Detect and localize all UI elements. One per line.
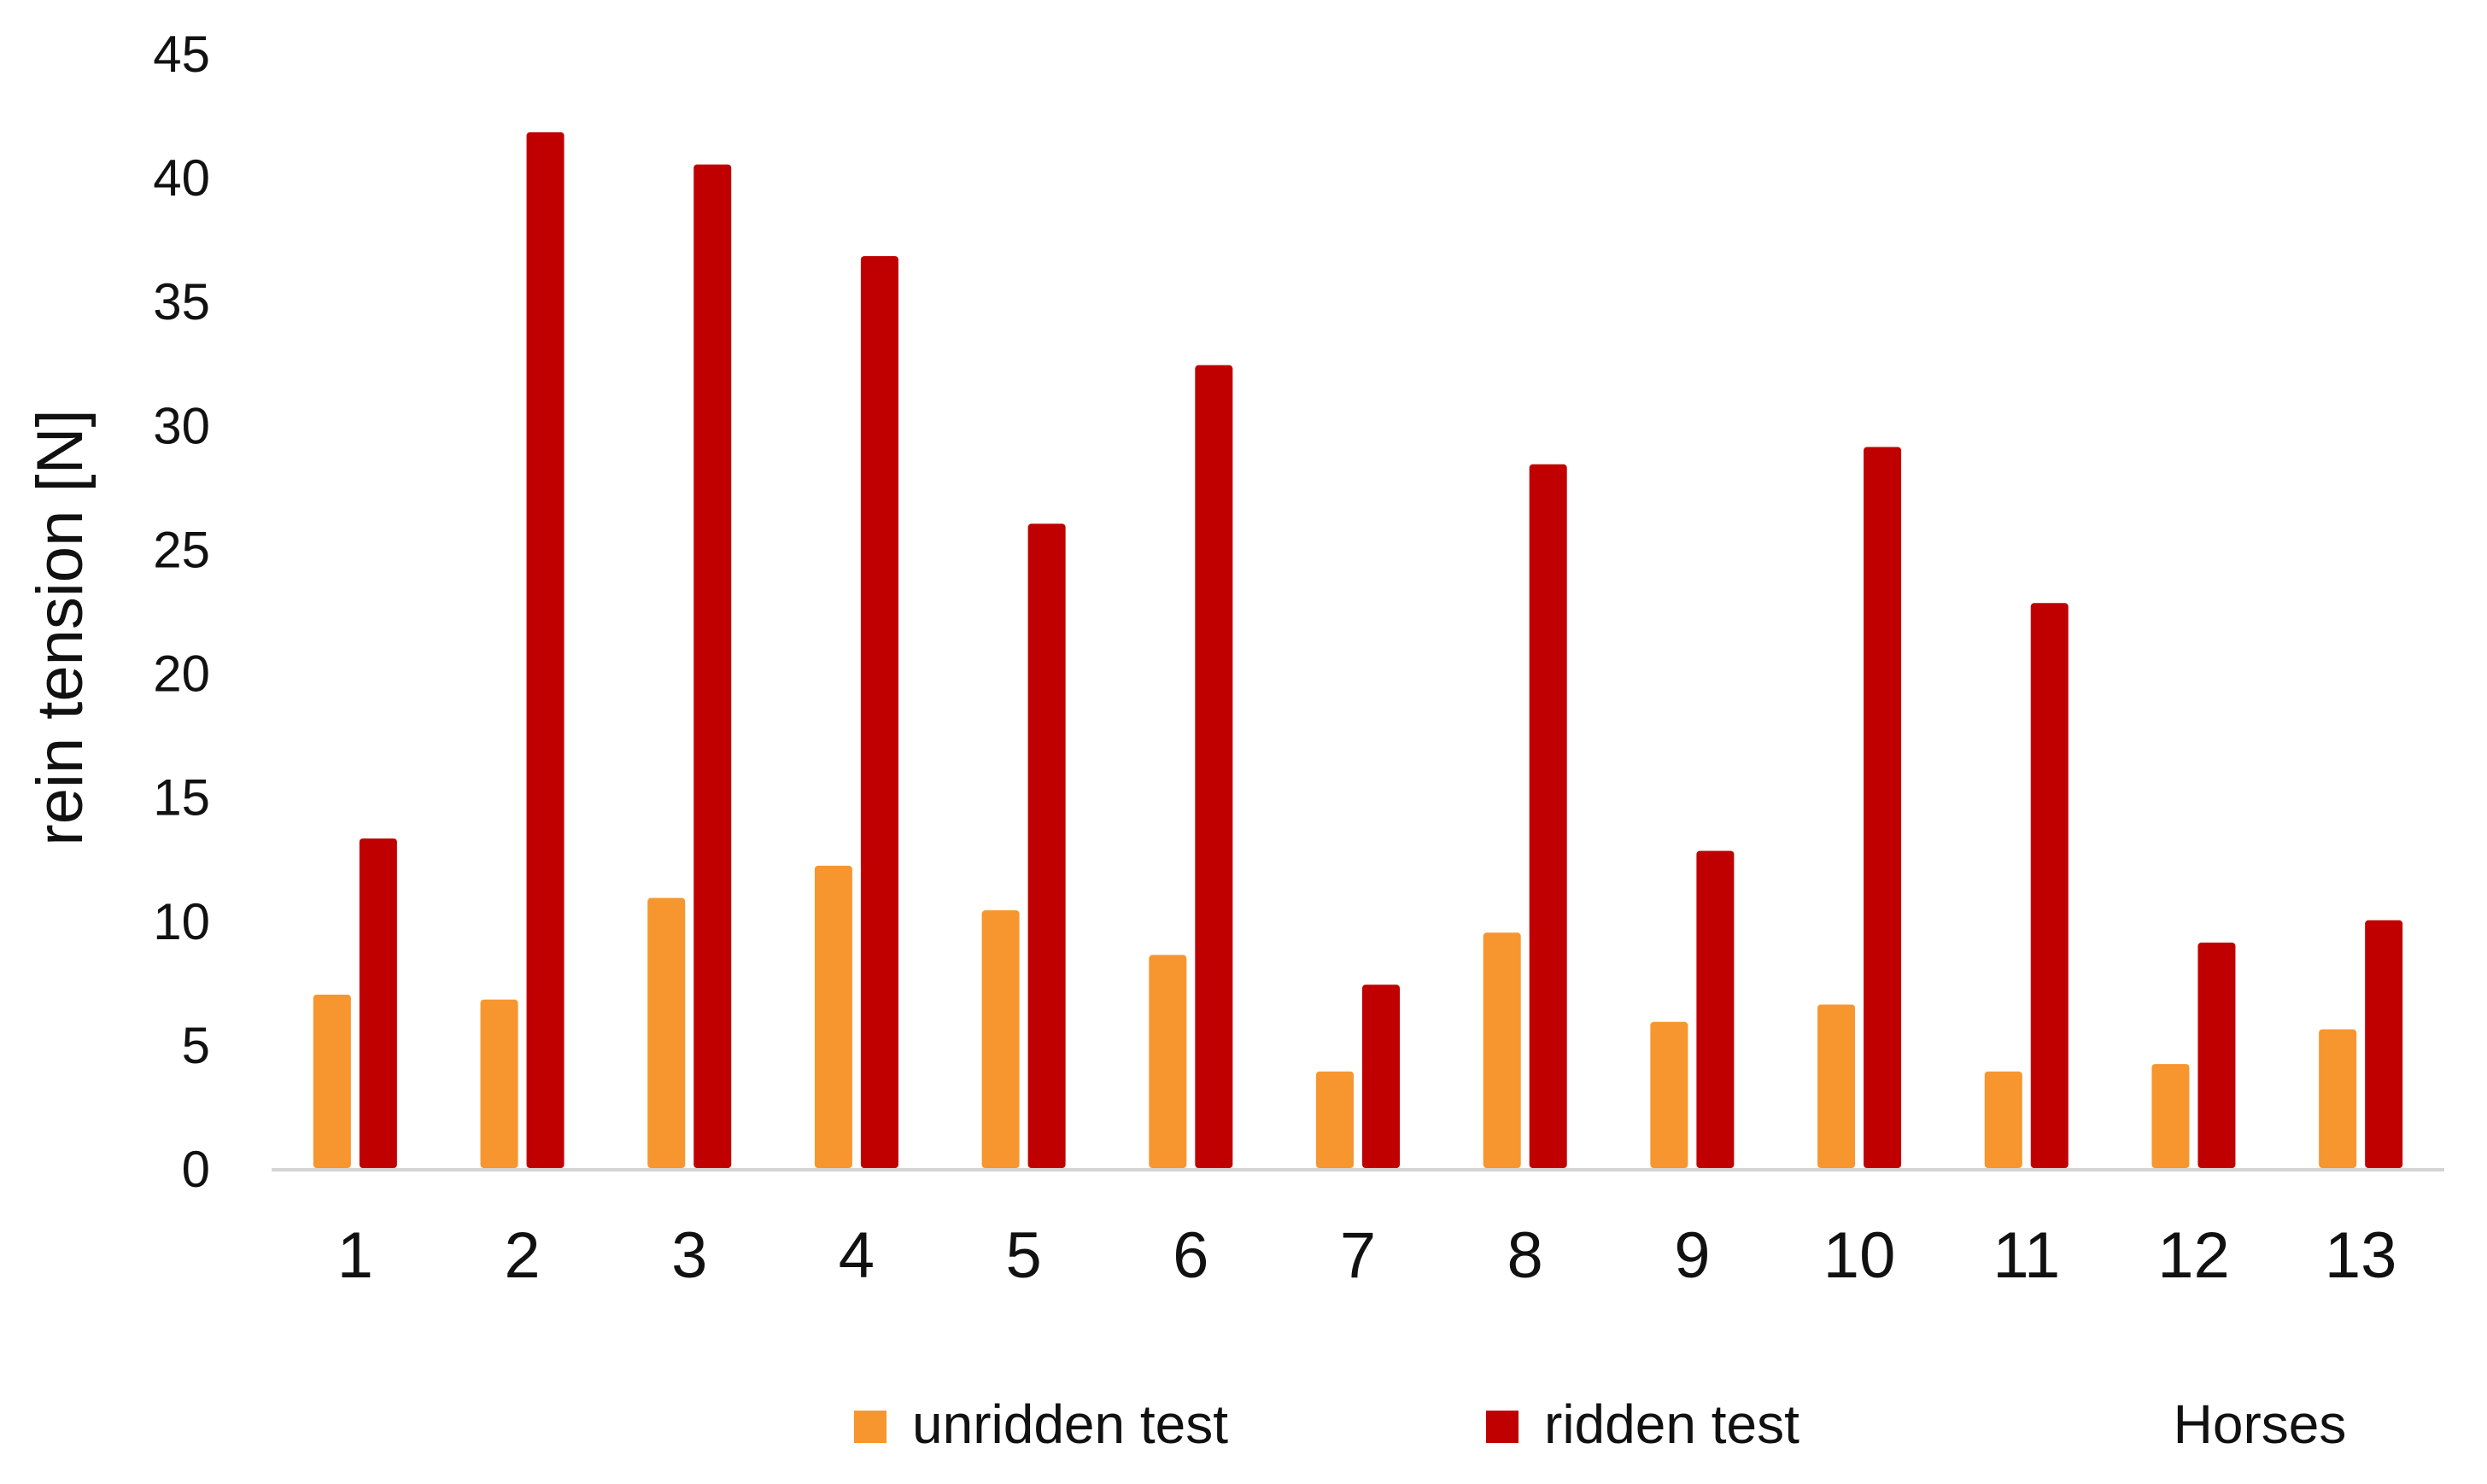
x-tick-label: 8: [1507, 1219, 1543, 1292]
y-tick-label: 10: [153, 893, 210, 950]
bar-unridden-7: [1316, 1071, 1354, 1168]
bar-ridden-8: [1529, 464, 1567, 1168]
bar-unridden-5: [981, 910, 1020, 1168]
y-axis-title: rein tension [N]: [24, 409, 97, 845]
y-tick-label: 45: [153, 26, 210, 83]
bar-ridden-9: [1696, 850, 1735, 1168]
bar-ridden-2: [526, 131, 565, 1169]
legend-swatch-ridden: [1486, 1411, 1519, 1443]
x-tick-label: 10: [1823, 1219, 1896, 1292]
x-tick-label: 6: [1173, 1219, 1208, 1292]
y-tick-label: 35: [153, 273, 210, 330]
y-tick-label: 25: [153, 521, 210, 578]
x-tick-label: 2: [504, 1219, 540, 1292]
y-tick-labels: 0 5 10 15 20 25 30 35 40 45: [153, 26, 210, 1198]
x-axis-title: Horses: [2174, 1393, 2347, 1455]
bar-ridden-10: [1864, 447, 1902, 1168]
bar-unridden-6: [1149, 955, 1187, 1168]
y-tick-label: 15: [153, 769, 210, 827]
bar-ridden-4: [860, 255, 898, 1169]
bar-unridden-1: [313, 994, 351, 1168]
x-tick-label: 9: [1674, 1219, 1710, 1292]
y-tick-label: 40: [153, 149, 210, 207]
bar-ridden-1: [359, 838, 397, 1168]
bar-ridden-12: [2197, 942, 2236, 1168]
legend: unridden test ridden test: [854, 1393, 1799, 1455]
y-tick-label: 0: [182, 1141, 210, 1198]
y-tick-label: 30: [153, 397, 210, 454]
bars-group: [313, 131, 2403, 1169]
bar-ridden-5: [1027, 523, 1066, 1168]
bar-unridden-3: [647, 897, 686, 1168]
bar-unridden-4: [814, 865, 852, 1168]
bar-ridden-7: [1362, 984, 1400, 1168]
bar-unridden-8: [1483, 932, 1521, 1168]
legend-label-unridden: unridden test: [912, 1393, 1228, 1455]
y-tick-label: 5: [182, 1017, 210, 1074]
x-tick-labels: 1 2 3 4 5 6 7 8 9 10 11 12 13: [337, 1219, 2397, 1292]
bar-unridden-12: [2151, 1064, 2190, 1168]
bar-ridden-3: [693, 164, 732, 1169]
bar-unridden-11: [1984, 1071, 2022, 1168]
bar-unridden-9: [1650, 1021, 1688, 1168]
bar-ridden-13: [2365, 920, 2403, 1168]
legend-swatch-unridden: [854, 1411, 887, 1443]
x-tick-label: 12: [2157, 1219, 2230, 1292]
x-tick-label: 11: [1993, 1219, 2060, 1292]
x-tick-label: 5: [1005, 1219, 1041, 1292]
x-tick-label: 7: [1340, 1219, 1376, 1292]
bar-unridden-13: [2319, 1029, 2357, 1168]
bar-ridden-6: [1195, 365, 1233, 1168]
x-tick-label: 4: [839, 1219, 875, 1292]
bar-ridden-11: [2030, 603, 2069, 1168]
bar-unridden-10: [1817, 1004, 1856, 1168]
y-tick-label: 20: [153, 646, 210, 703]
legend-label-ridden: ridden test: [1544, 1393, 1799, 1455]
x-tick-label: 13: [2325, 1219, 2397, 1292]
x-tick-label: 1: [337, 1219, 373, 1292]
x-tick-label: 3: [671, 1219, 707, 1292]
bar-unridden-2: [480, 999, 518, 1168]
